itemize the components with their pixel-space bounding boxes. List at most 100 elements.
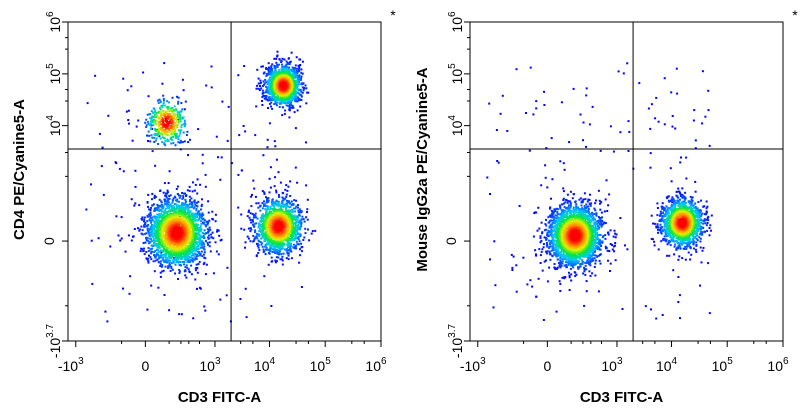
event-dot xyxy=(162,256,165,259)
event-dot xyxy=(273,185,276,188)
event-dot xyxy=(294,74,297,77)
event-dot xyxy=(291,66,294,69)
event-dot xyxy=(282,243,285,246)
event-dot xyxy=(166,133,168,136)
event-dot xyxy=(160,126,162,129)
event-dot xyxy=(174,254,177,257)
event-dot xyxy=(260,87,263,90)
event-dot xyxy=(159,137,162,140)
event-dot xyxy=(171,135,174,138)
event-dot xyxy=(189,242,192,245)
event-dot xyxy=(294,235,297,238)
event-dot xyxy=(169,133,172,135)
event-dot xyxy=(264,91,267,94)
event-dot xyxy=(252,235,255,237)
event-dot xyxy=(163,200,166,203)
event-dot xyxy=(203,261,206,264)
event-dot xyxy=(299,210,302,213)
event-dot xyxy=(177,205,180,208)
event-dot xyxy=(192,181,194,184)
event-dot xyxy=(286,240,289,243)
event-dot xyxy=(275,189,278,192)
event-dot xyxy=(293,67,296,70)
event-dot xyxy=(243,65,246,67)
event-dot xyxy=(178,270,181,273)
event-dot xyxy=(275,104,278,107)
event-dot xyxy=(262,233,265,235)
event-dot xyxy=(267,219,270,222)
event-dot xyxy=(276,251,279,254)
event-dot xyxy=(270,241,273,244)
event-dot xyxy=(221,100,224,103)
event-dot xyxy=(155,123,158,126)
event-dot xyxy=(178,141,181,144)
event-dot xyxy=(288,206,291,209)
event-dot xyxy=(274,100,277,103)
event-dot xyxy=(181,257,184,260)
event-dot xyxy=(158,246,161,249)
event-dot xyxy=(184,201,187,204)
event-dot xyxy=(273,57,276,60)
event-dot xyxy=(266,80,269,83)
event-dot xyxy=(286,235,289,238)
event-dot xyxy=(188,270,191,273)
event-dot xyxy=(267,199,270,202)
event-dot xyxy=(148,208,150,211)
event-dot xyxy=(185,204,188,206)
event-dot xyxy=(157,231,160,234)
event-dot xyxy=(272,92,274,95)
event-dot xyxy=(163,130,166,133)
event-dot xyxy=(257,222,260,225)
event-dot xyxy=(189,250,192,253)
event-dot xyxy=(289,239,291,242)
event-dot xyxy=(285,101,288,104)
event-dot xyxy=(149,117,152,120)
event-dot xyxy=(148,215,151,218)
event-dot xyxy=(168,101,170,104)
event-dot xyxy=(253,187,256,190)
event-dot xyxy=(219,298,222,301)
event-dot xyxy=(261,85,264,87)
event-dot xyxy=(198,214,201,217)
event-dot xyxy=(199,254,202,257)
event-dot xyxy=(195,204,198,207)
event-dot xyxy=(162,228,165,231)
event-dot xyxy=(164,265,167,268)
event-dot xyxy=(285,206,288,209)
event-dot xyxy=(274,102,277,105)
event-dot xyxy=(154,240,157,243)
event-dot xyxy=(175,124,178,127)
event-dot xyxy=(156,130,159,132)
event-dot xyxy=(128,292,131,295)
event-dot xyxy=(184,240,187,243)
event-dot xyxy=(160,130,163,133)
event-dot xyxy=(169,216,172,219)
event-dot xyxy=(268,177,271,180)
event-dot xyxy=(276,63,279,66)
event-dot xyxy=(153,251,156,254)
event-dot xyxy=(298,214,300,217)
event-dot xyxy=(181,260,184,263)
event-dot xyxy=(151,127,154,130)
event-dot xyxy=(212,237,215,240)
event-dot xyxy=(200,217,203,220)
event-dot xyxy=(174,144,177,147)
event-dot xyxy=(196,223,199,226)
event-dot xyxy=(305,184,308,187)
event-dot xyxy=(262,248,265,251)
event-dot xyxy=(294,84,297,87)
event-dot xyxy=(149,234,152,236)
event-dot xyxy=(178,111,181,114)
event-dot xyxy=(85,208,88,211)
event-dot xyxy=(143,220,145,223)
event-dot xyxy=(155,218,158,221)
event-dot xyxy=(293,222,296,225)
event-dot xyxy=(194,252,197,255)
event-dot xyxy=(147,229,150,232)
event-dot xyxy=(154,250,157,252)
event-dot xyxy=(159,249,162,252)
event-dot xyxy=(148,134,151,137)
event-dot xyxy=(283,212,286,215)
event-dot xyxy=(166,110,169,113)
event-dot xyxy=(150,244,153,247)
